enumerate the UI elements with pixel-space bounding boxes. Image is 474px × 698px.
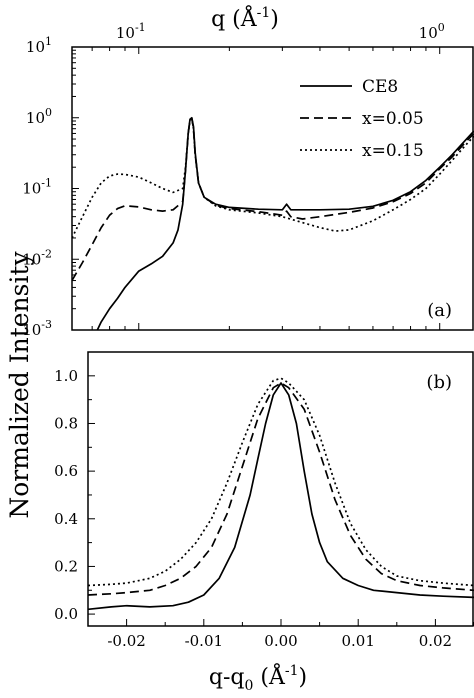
y-tick-label: 0.0 — [54, 605, 78, 623]
panel-a-frame — [71, 46, 474, 331]
series-line-x=0.05 — [72, 117, 474, 281]
y-tick-label: 0.4 — [54, 510, 78, 528]
x-tick-label: 100 — [419, 21, 445, 42]
x-tick-label: 0.02 — [419, 632, 452, 650]
y-tick-label: 10-1 — [22, 177, 52, 198]
panel-label-a: (a) — [427, 300, 452, 321]
y-tick-label: 1.0 — [54, 367, 78, 385]
y-tick-label: 0.2 — [54, 557, 78, 575]
legend-label: x=0.05 — [362, 109, 424, 129]
x-tick-label: -0.01 — [185, 632, 223, 650]
x-axis-title-top: q (Å-1) — [211, 4, 279, 32]
series-line-CE8 — [88, 382, 474, 611]
panel-label-b: (b) — [426, 372, 452, 393]
y-axis-title: Normalized Intensity — [5, 250, 34, 518]
x-tick-label: 10-1 — [116, 21, 146, 42]
y-tick-label: 0.6 — [54, 462, 78, 480]
series-line-x=0.15 — [88, 377, 474, 587]
x-axis-title-bottom: q-q0 (Å-1) — [209, 662, 307, 694]
x-tick-label: 0.01 — [341, 632, 374, 650]
panel-b: -0.02 -0.01 0.00 0.01 0.02 0.0 0.2 0.4 0.6 0.8 1.0… — [54, 351, 474, 694]
x-tick-label: -0.02 — [107, 632, 145, 650]
y-tick-label: 100 — [26, 106, 52, 127]
x-tick-label: 0.00 — [264, 632, 297, 650]
legend-label: x=0.15 — [362, 141, 424, 161]
legend-label: CE8 — [362, 77, 398, 97]
legend: CE8 x=0.05 x=0.15 — [300, 77, 424, 161]
panel-b-series — [88, 377, 474, 611]
panel-a-series — [72, 116, 474, 330]
y-tick-label: 101 — [26, 35, 52, 56]
series-line-x=0.15 — [72, 117, 474, 239]
y-tick-label: 0.8 — [54, 414, 78, 432]
series-line-x=0.05 — [88, 382, 474, 596]
